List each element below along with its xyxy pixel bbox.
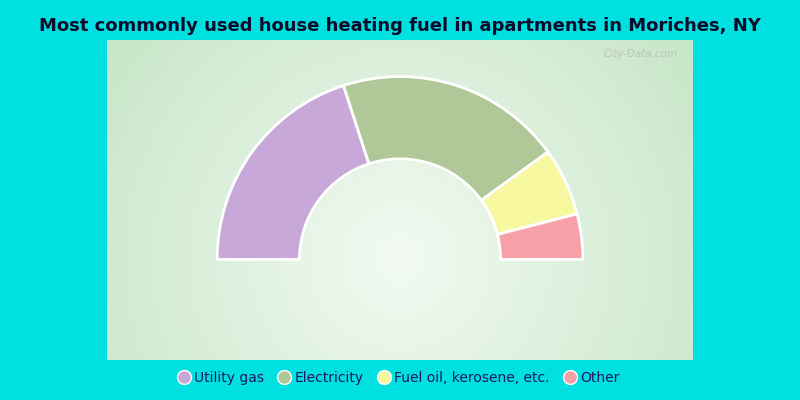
Circle shape bbox=[302, 162, 498, 357]
Circle shape bbox=[382, 241, 418, 278]
Circle shape bbox=[280, 139, 520, 380]
Circle shape bbox=[210, 70, 590, 400]
Circle shape bbox=[81, 0, 719, 400]
Circle shape bbox=[261, 120, 539, 398]
Wedge shape bbox=[343, 76, 548, 200]
Circle shape bbox=[224, 84, 576, 400]
Circle shape bbox=[229, 88, 571, 400]
Circle shape bbox=[298, 158, 502, 361]
Circle shape bbox=[127, 0, 673, 400]
Circle shape bbox=[131, 0, 669, 400]
Circle shape bbox=[395, 255, 405, 264]
Circle shape bbox=[284, 144, 516, 375]
Circle shape bbox=[358, 218, 442, 301]
Circle shape bbox=[367, 227, 433, 292]
Circle shape bbox=[206, 65, 594, 400]
Circle shape bbox=[48, 0, 752, 400]
Circle shape bbox=[275, 134, 525, 384]
Circle shape bbox=[159, 19, 641, 400]
Circle shape bbox=[71, 0, 729, 400]
Circle shape bbox=[173, 32, 627, 400]
Circle shape bbox=[182, 42, 618, 400]
Circle shape bbox=[150, 10, 650, 400]
Circle shape bbox=[390, 250, 410, 269]
Wedge shape bbox=[482, 152, 577, 234]
Circle shape bbox=[238, 98, 562, 400]
Circle shape bbox=[257, 116, 543, 400]
Circle shape bbox=[187, 46, 613, 400]
Circle shape bbox=[164, 23, 636, 400]
Circle shape bbox=[34, 0, 766, 400]
Wedge shape bbox=[498, 214, 583, 260]
Circle shape bbox=[345, 204, 455, 315]
Circle shape bbox=[242, 102, 558, 400]
Text: City-Data.com: City-Data.com bbox=[604, 49, 678, 59]
Circle shape bbox=[289, 148, 511, 370]
Circle shape bbox=[58, 0, 742, 400]
Circle shape bbox=[136, 0, 664, 400]
Circle shape bbox=[146, 5, 654, 400]
Circle shape bbox=[386, 246, 414, 273]
Circle shape bbox=[154, 14, 646, 400]
Circle shape bbox=[322, 181, 478, 338]
Circle shape bbox=[192, 51, 608, 400]
Circle shape bbox=[340, 199, 460, 320]
Circle shape bbox=[201, 60, 599, 400]
Text: Most commonly used house heating fuel in apartments in Moriches, NY: Most commonly used house heating fuel in… bbox=[39, 17, 761, 35]
Circle shape bbox=[178, 37, 622, 400]
Circle shape bbox=[266, 125, 534, 394]
Circle shape bbox=[62, 0, 738, 400]
Circle shape bbox=[363, 222, 437, 296]
Circle shape bbox=[252, 111, 548, 400]
Circle shape bbox=[330, 190, 470, 329]
Circle shape bbox=[335, 195, 465, 324]
Circle shape bbox=[108, 0, 692, 400]
Circle shape bbox=[377, 236, 423, 282]
Circle shape bbox=[349, 208, 451, 310]
Circle shape bbox=[354, 213, 446, 306]
Wedge shape bbox=[217, 86, 369, 260]
Circle shape bbox=[76, 0, 724, 400]
Circle shape bbox=[294, 153, 506, 366]
Circle shape bbox=[372, 232, 428, 287]
Circle shape bbox=[312, 172, 488, 347]
Circle shape bbox=[326, 185, 474, 334]
Circle shape bbox=[86, 0, 714, 400]
Circle shape bbox=[122, 0, 678, 400]
Circle shape bbox=[141, 0, 659, 400]
Circle shape bbox=[247, 107, 553, 400]
Circle shape bbox=[118, 0, 682, 400]
Circle shape bbox=[53, 0, 747, 400]
Circle shape bbox=[39, 0, 761, 400]
Circle shape bbox=[113, 0, 687, 400]
Circle shape bbox=[270, 130, 530, 389]
Circle shape bbox=[234, 93, 566, 400]
Circle shape bbox=[317, 176, 483, 343]
Circle shape bbox=[219, 79, 581, 400]
Circle shape bbox=[94, 0, 706, 400]
Circle shape bbox=[307, 167, 493, 352]
Legend: Utility gas, Electricity, Fuel oil, kerosene, etc., Other: Utility gas, Electricity, Fuel oil, kero… bbox=[174, 366, 626, 390]
Circle shape bbox=[215, 74, 585, 400]
Circle shape bbox=[66, 0, 734, 400]
Circle shape bbox=[196, 56, 604, 400]
Circle shape bbox=[90, 0, 710, 400]
Circle shape bbox=[43, 0, 757, 400]
Circle shape bbox=[99, 0, 701, 400]
Circle shape bbox=[169, 28, 631, 400]
Circle shape bbox=[104, 0, 696, 400]
